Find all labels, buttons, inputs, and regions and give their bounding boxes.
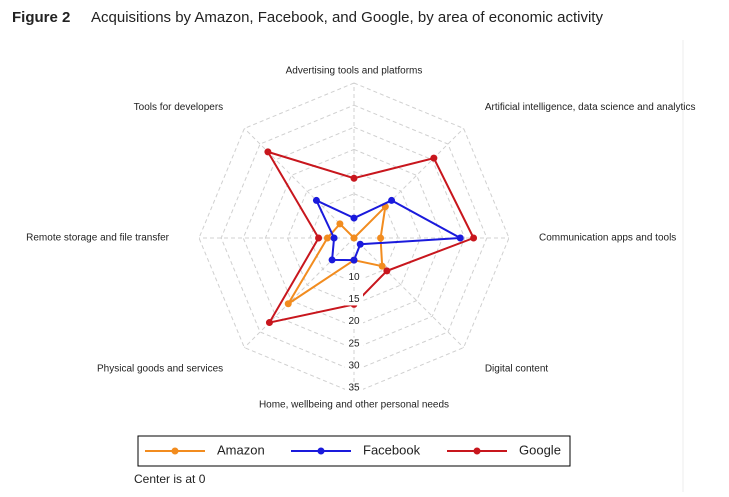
data-point — [378, 262, 386, 270]
data-point — [383, 267, 391, 275]
data-point — [323, 234, 331, 242]
tick-label-bg — [345, 337, 363, 350]
legend-marker — [317, 447, 325, 455]
tick-label: 10 — [348, 272, 360, 283]
category-label: Communication apps and tools — [539, 233, 676, 244]
legend-marker — [171, 447, 179, 455]
figure-label: Figure 2 — [12, 9, 70, 26]
tick-label-bg — [345, 293, 363, 306]
data-point — [350, 234, 358, 242]
data-point — [350, 174, 358, 182]
legend-label: Google — [519, 442, 561, 457]
axis-spoke — [244, 128, 355, 239]
tick-label-bg — [345, 382, 363, 394]
axis-spoke — [353, 128, 464, 239]
tick-label-bg — [345, 315, 363, 328]
legend-label: Amazon — [217, 442, 265, 457]
chart-title: Acquisitions by Amazon, Facebook, and Go… — [91, 9, 603, 26]
legend-box — [137, 435, 571, 467]
axis-spoke — [244, 237, 355, 348]
data-point — [388, 196, 396, 204]
axis-spoke — [353, 237, 464, 348]
data-point — [430, 154, 438, 162]
tick-label-bg — [345, 359, 363, 372]
tick-label: 30 — [348, 360, 360, 371]
note: Center is at 0 — [134, 472, 206, 486]
grid-ring — [264, 148, 444, 328]
data-point — [264, 148, 272, 156]
tick-label: 20 — [348, 316, 360, 327]
data-point — [312, 196, 320, 204]
category-label: Home, wellbeing and other personal needs — [259, 400, 449, 411]
data-point — [330, 234, 338, 242]
data-point — [336, 220, 344, 228]
data-point — [284, 300, 292, 308]
category-label: Artificial intelligence, data science an… — [485, 102, 696, 113]
data-point — [265, 319, 273, 327]
data-point — [470, 234, 478, 242]
data-point — [350, 214, 358, 222]
data-point — [315, 234, 323, 242]
data-point — [456, 234, 464, 242]
data-point — [377, 234, 385, 242]
category-label: Digital content — [485, 363, 549, 374]
tick-label: 25 — [348, 338, 360, 349]
category-label: Physical goods and services — [97, 363, 223, 374]
tick-label: 15 — [348, 294, 360, 305]
category-label: Remote storage and file transfer — [26, 233, 170, 244]
legend-label: Facebook — [363, 442, 421, 457]
data-point — [328, 256, 336, 264]
data-point — [356, 240, 364, 248]
tick-label: 35 — [348, 383, 360, 394]
category-label: Tools for developers — [134, 102, 224, 113]
category-label: Advertising tools and platforms — [286, 66, 423, 77]
legend-marker — [473, 447, 481, 455]
data-point — [350, 256, 358, 264]
tick-label-bg — [345, 271, 363, 284]
